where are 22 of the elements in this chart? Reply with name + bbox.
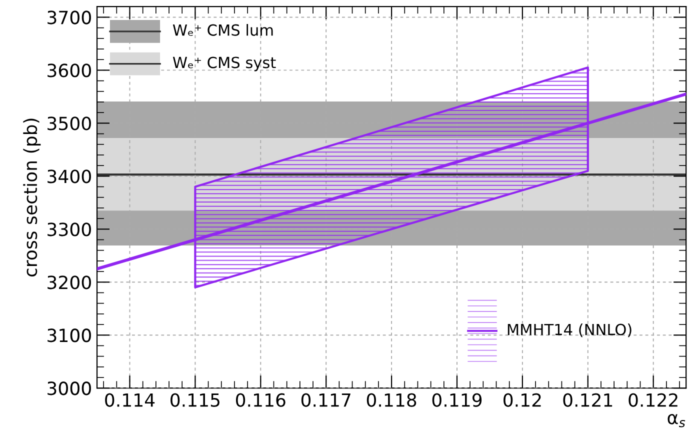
x-tick-label: 0.117 (301, 393, 350, 407)
y-tick-label: 3700 (48, 10, 91, 24)
y-tick-label: 3000 (48, 382, 91, 396)
legend-label: Wₑ⁺ CMS lum (172, 24, 273, 36)
y-tick-label: 3200 (48, 276, 91, 290)
y-tick-label: 3600 (48, 64, 91, 78)
y-axis-title: cross section (pb) (23, 118, 41, 277)
x-tick-label: 0.119 (432, 393, 482, 407)
x-tick-label: 0.121 (563, 393, 612, 407)
y-tick-label: 3500 (48, 116, 91, 130)
x-tick-label: 0.118 (366, 393, 416, 407)
y-tick-label: 3400 (48, 170, 91, 184)
x-tick-label: 0.122 (628, 393, 678, 407)
x-tick-label: 0.12 (504, 393, 541, 407)
legend-label: Wₑ⁺ CMS syst (172, 56, 276, 72)
x-axis-title: α$_{s}$ (668, 414, 686, 428)
x-tick-label: 0.115 (170, 393, 220, 407)
legend-label: MMHT14 (NNLO) (508, 323, 632, 338)
x-tick-label: 0.116 (236, 393, 286, 407)
y-tick-label: 3100 (48, 328, 91, 342)
y-tick-label: 3300 (48, 222, 91, 236)
x-tick-label: 0.114 (105, 393, 155, 407)
